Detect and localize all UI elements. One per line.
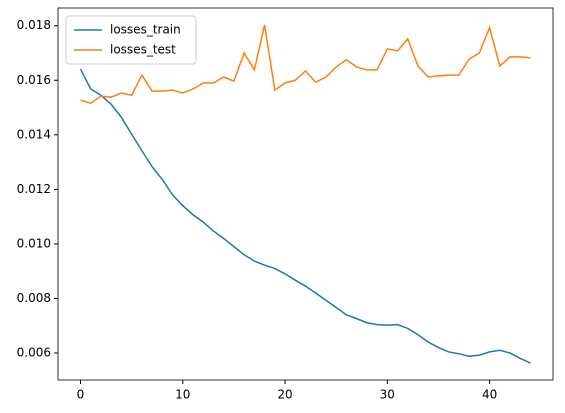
y-tick-label: 0.006 bbox=[17, 346, 51, 360]
x-tick-label: 30 bbox=[380, 388, 395, 402]
plot-frame bbox=[57, 7, 554, 381]
x-tick-label: 0 bbox=[77, 388, 85, 402]
y-tick-label: 0.012 bbox=[17, 182, 51, 196]
line-series bbox=[80, 24, 531, 105]
y-tick-label: 0.016 bbox=[17, 73, 51, 87]
legend-box bbox=[65, 15, 197, 65]
x-tick-label: 40 bbox=[482, 388, 497, 402]
y-tick-label: 0.014 bbox=[17, 127, 51, 141]
legend: losses_train losses_test bbox=[65, 15, 197, 65]
x-tick-label: 20 bbox=[277, 388, 292, 402]
line-series bbox=[79, 68, 531, 364]
legend-label: losses_train bbox=[110, 23, 181, 37]
y-tick-label: 0.010 bbox=[17, 236, 51, 250]
x-tick-label: 10 bbox=[175, 388, 190, 402]
y-tick-label: 0.008 bbox=[17, 291, 51, 305]
legend-label: losses_test bbox=[110, 43, 176, 57]
y-tick-label: 0.018 bbox=[17, 18, 51, 32]
